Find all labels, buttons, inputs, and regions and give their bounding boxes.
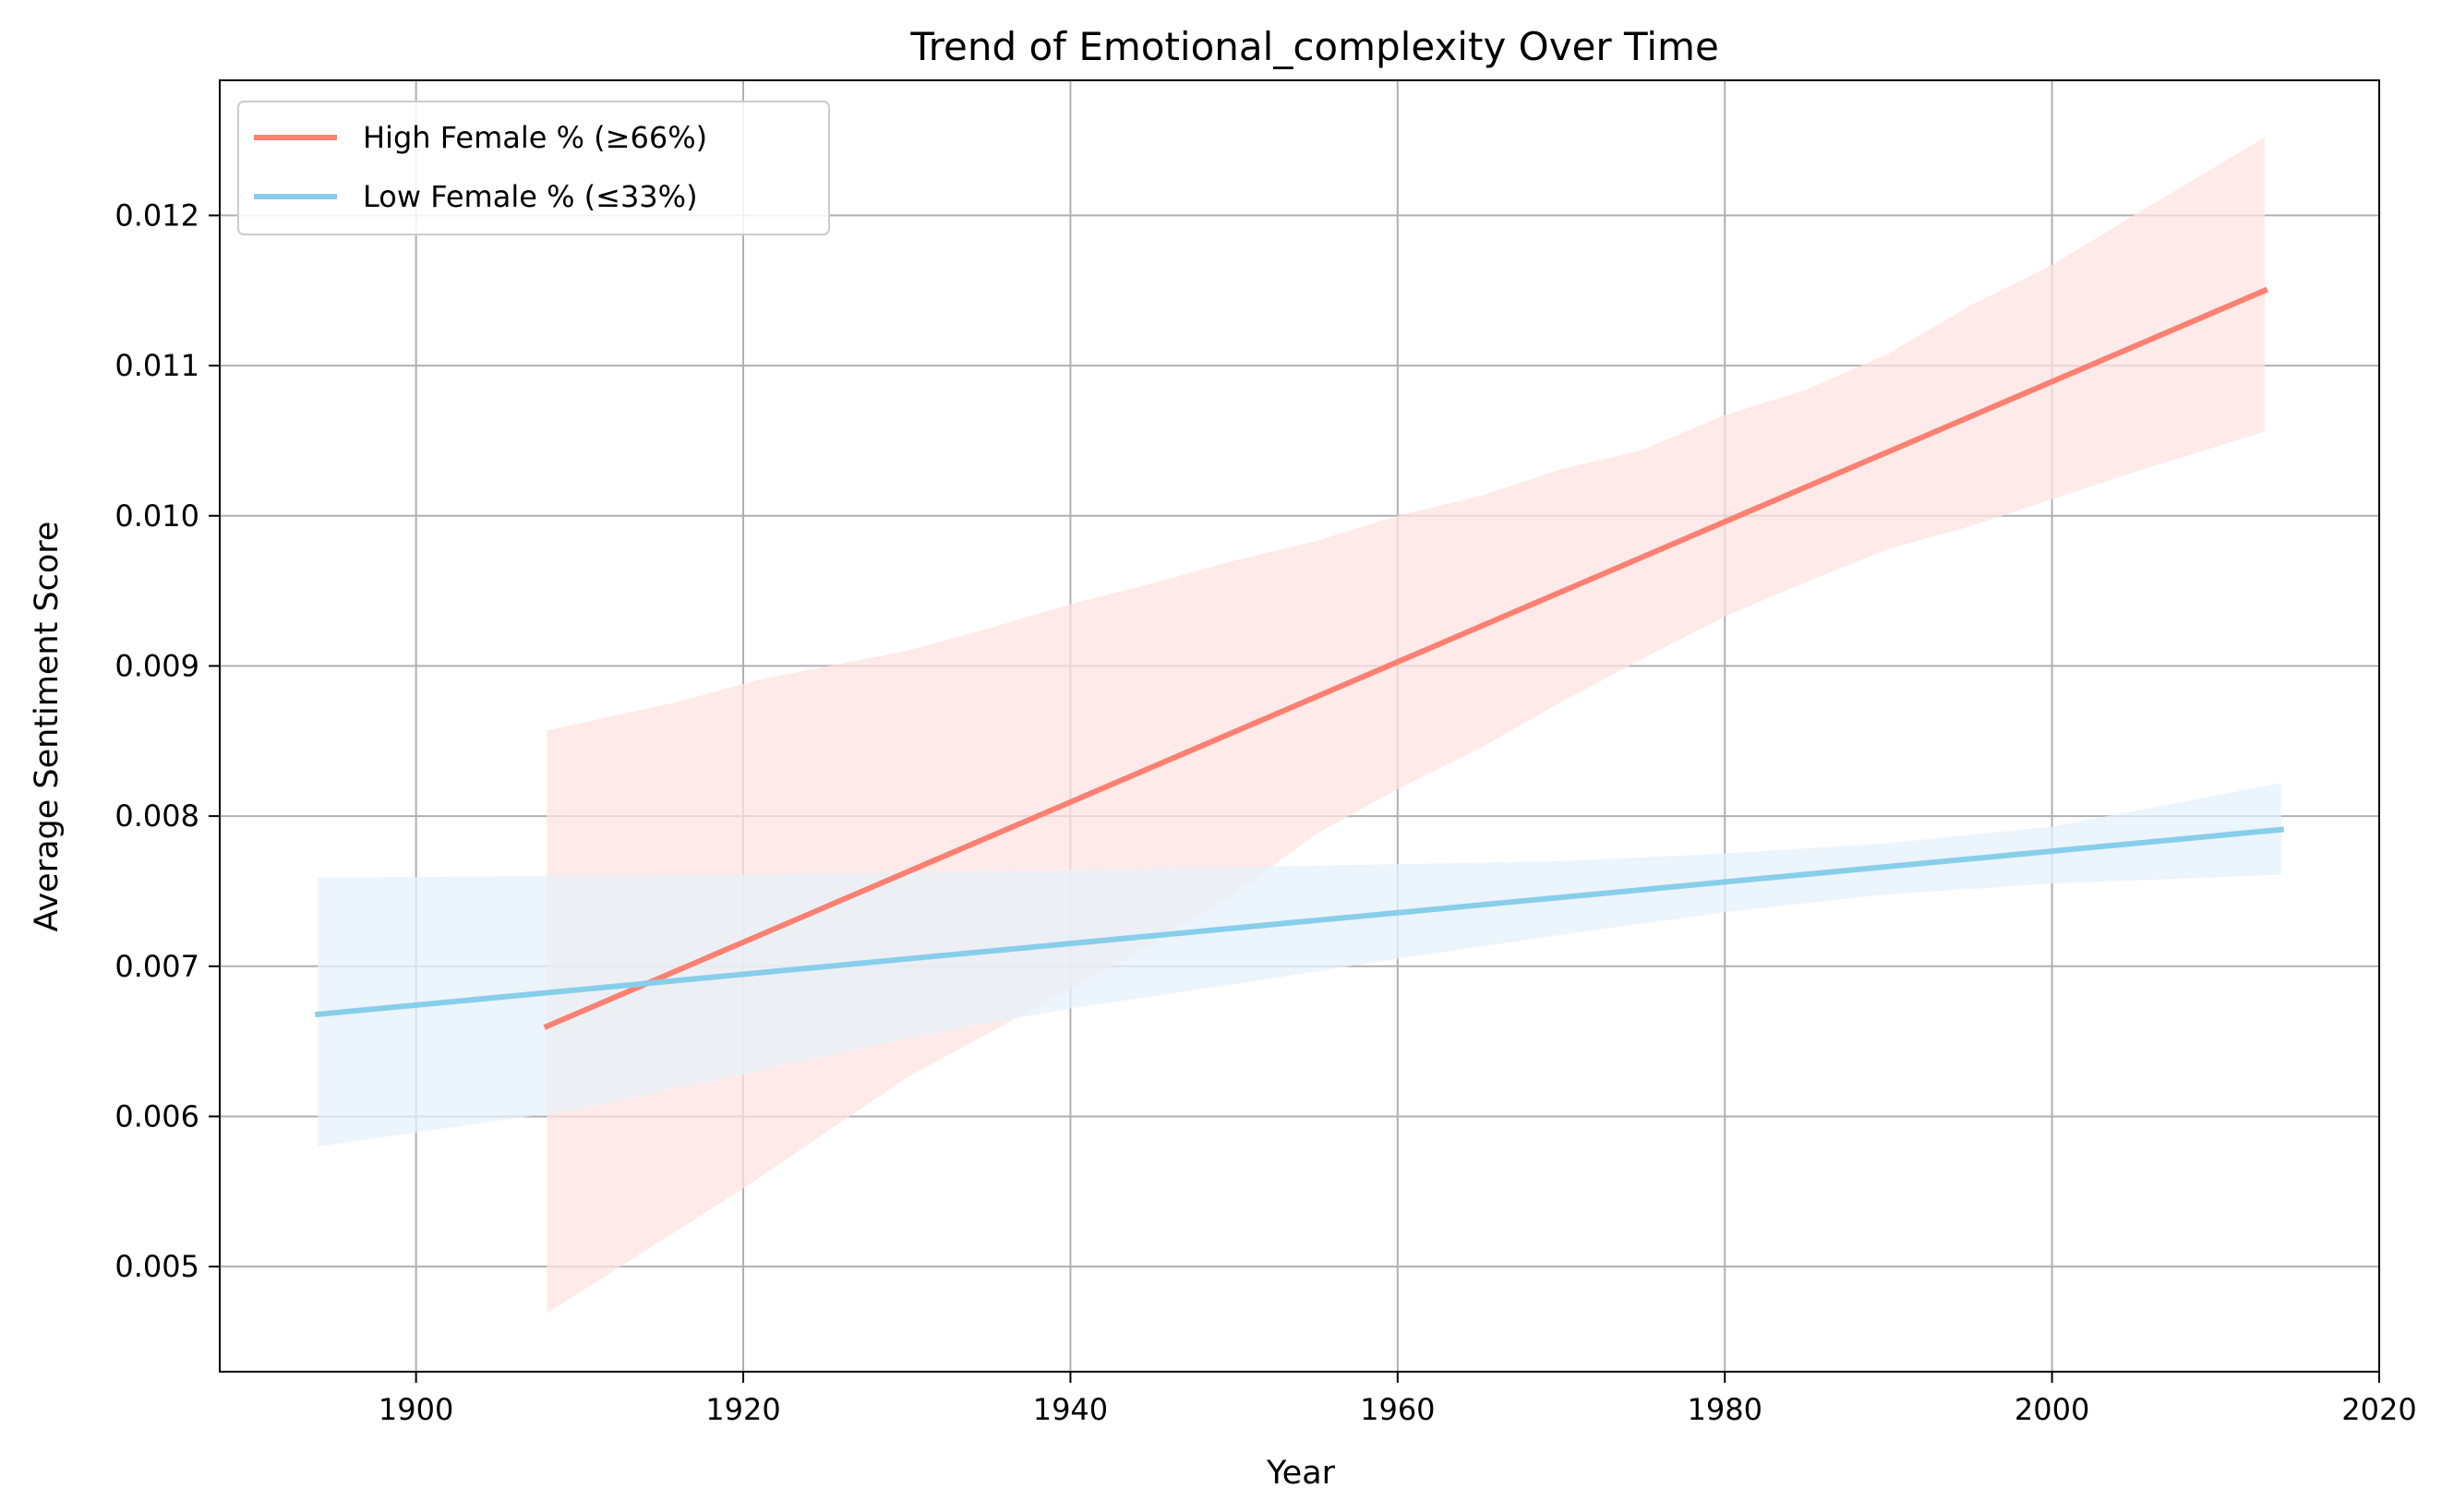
y-tick-label: 0.011 [114,348,199,383]
y-tick-label: 0.012 [114,198,199,233]
x-tick-label: 1980 [1687,1392,1762,1427]
trend-line-low-female [315,826,2284,1018]
y-tick-label: 0.008 [114,798,199,834]
x-tick-label: 2000 [2015,1392,2089,1427]
x-tick-label: 1920 [705,1392,780,1427]
legend-label-low-female: Low Female % (≤33%) [363,179,698,214]
y-tick-label: 0.005 [114,1249,199,1284]
x-tick-label: 2020 [2341,1392,2416,1427]
legend-box [237,101,830,235]
trend-lines [315,286,2284,1030]
x-tick-label: 1940 [1033,1392,1108,1427]
legend-label-high-female: High Female % (≥66%) [363,120,707,155]
legend: High Female % (≥66%) Low Female % (≤33%) [237,101,830,235]
y-tick-label: 0.006 [114,1098,199,1134]
axis-ticks: 1900 1920 1940 1960 1980 2000 2020 0.005 0.006 0.… [114,198,2416,1427]
y-tick-label: 0.007 [114,949,199,984]
plot-area [220,80,2380,1372]
y-axis-label: Average Sentiment Score [29,522,66,932]
x-axis-label: Year [1266,1455,1336,1492]
x-tick-label: 1900 [379,1392,453,1427]
trend-line-high-female [543,286,2268,1030]
y-tick-label: 0.010 [114,498,199,534]
x-tick-label: 1960 [1360,1392,1435,1427]
chart-title: Trend of Emotional_complexity Over Time [909,24,1719,69]
y-tick-label: 0.009 [114,648,199,683]
plot-frame [219,79,2380,1373]
